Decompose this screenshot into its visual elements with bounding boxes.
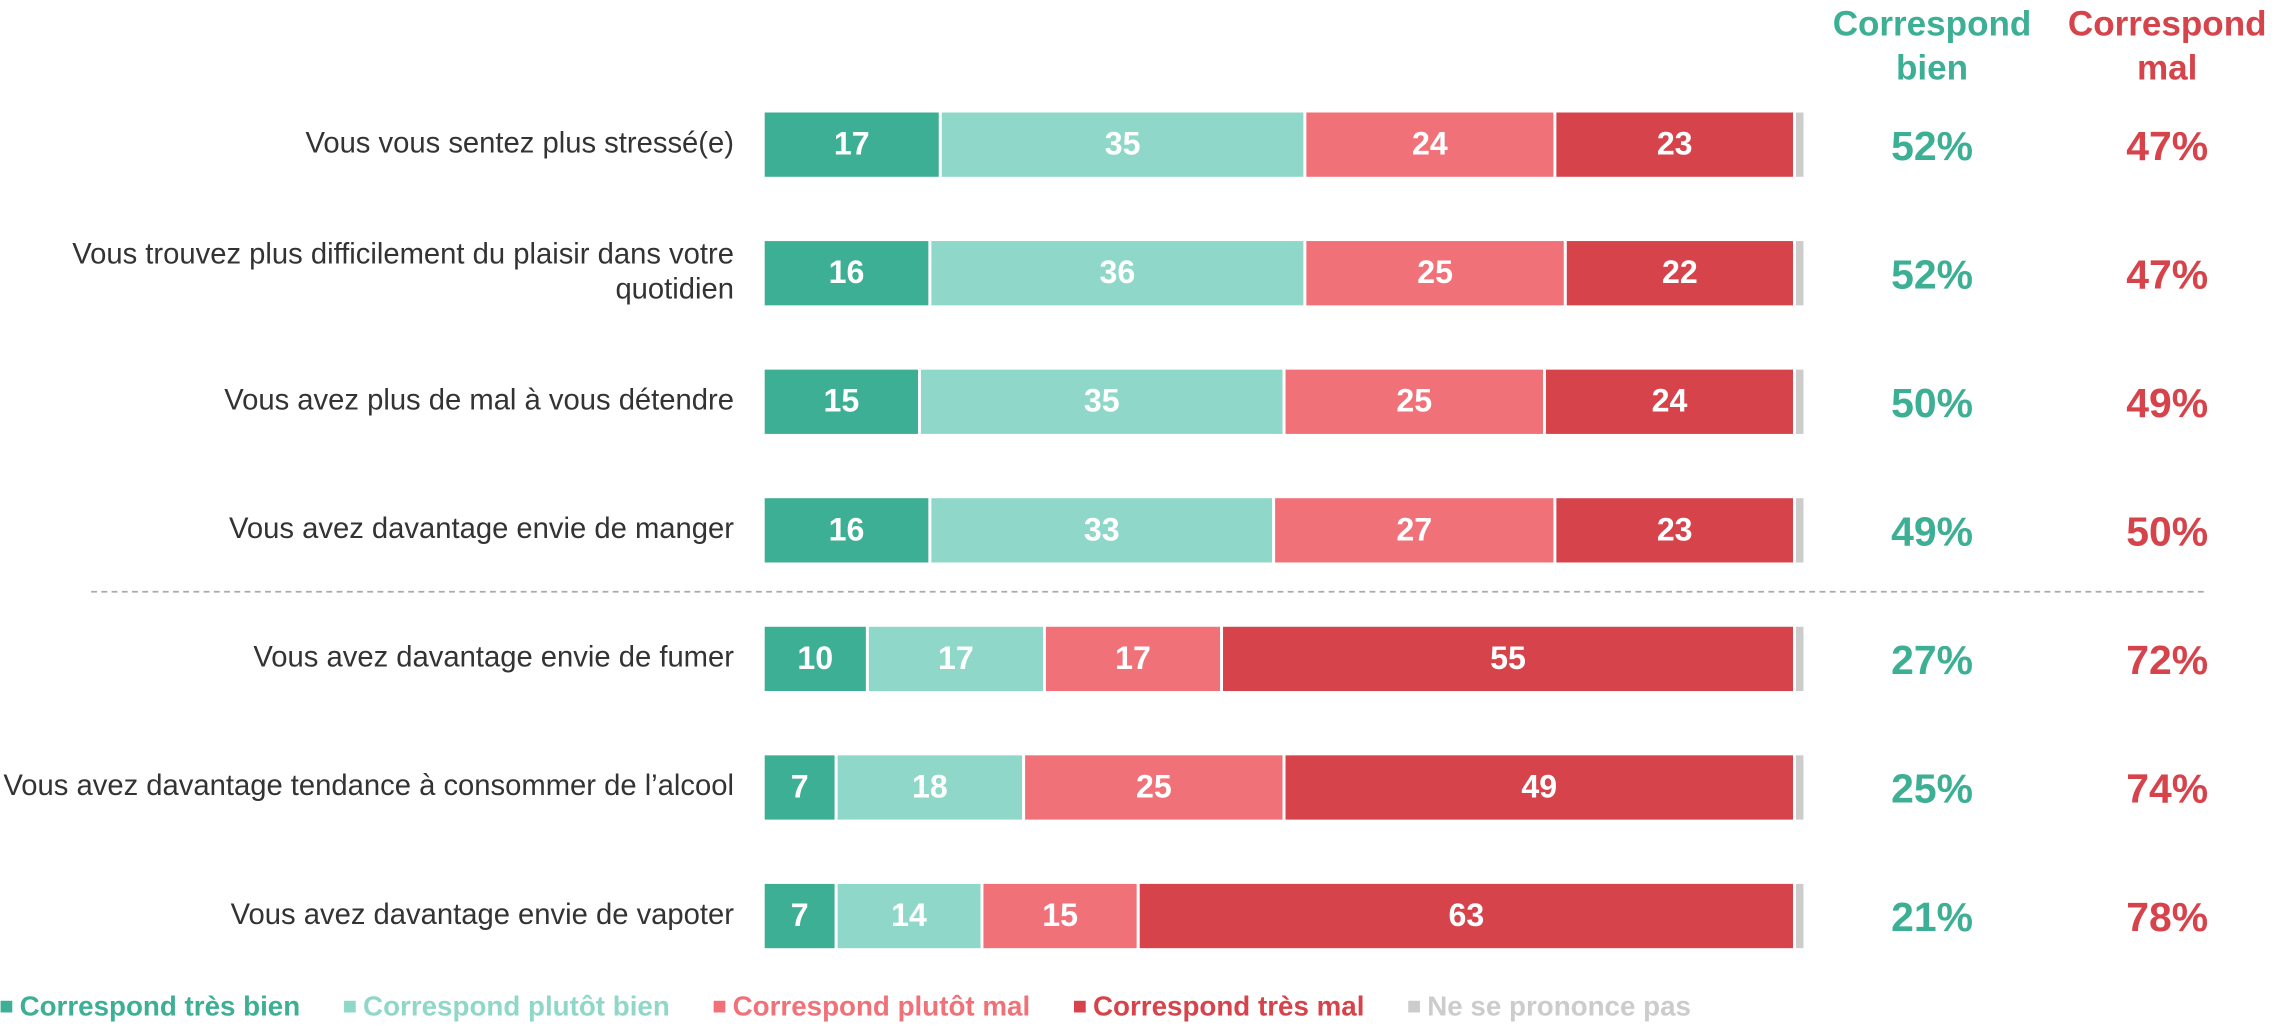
bar-segment <box>761 752 838 823</box>
bar-segment <box>1043 623 1224 694</box>
total-value: 47% <box>2126 123 2208 169</box>
value-label: 22 <box>1662 254 1698 290</box>
value-label: 16 <box>829 254 865 290</box>
value-label: 16 <box>829 511 865 547</box>
value-label: 15 <box>1042 897 1078 933</box>
total-value: 25% <box>1891 766 1973 812</box>
category-label: Vous avez davantage envie de vapoter <box>231 899 735 931</box>
bar-segment <box>1793 238 1807 309</box>
value-label: 7 <box>791 768 809 804</box>
bar-segment <box>1136 880 1796 952</box>
legend-label: Correspond plutôt mal <box>733 990 1031 1021</box>
total-header: bien <box>1896 48 1968 87</box>
total-value: 52% <box>1891 123 1973 169</box>
value-label: 23 <box>1657 126 1693 162</box>
legend-label: Correspond très mal <box>1093 990 1364 1021</box>
value-label: 33 <box>1084 511 1120 547</box>
value-label: 49 <box>1521 768 1557 804</box>
value-label: 35 <box>1105 126 1141 162</box>
bar-segment <box>1282 752 1796 823</box>
value-label: 25 <box>1396 383 1432 419</box>
bar-segment <box>1793 880 1807 952</box>
category-label: Vous avez davantage tendance à consommer… <box>3 770 734 802</box>
bar-segment <box>1022 752 1286 823</box>
total-value: 50% <box>2126 509 2208 555</box>
value-label: 18 <box>912 768 948 804</box>
legend-swatch <box>1074 1000 1086 1013</box>
legend-label: Ne se prononce pas <box>1427 990 1691 1021</box>
value-label: 55 <box>1490 640 1526 676</box>
legend-swatch <box>1408 1000 1420 1013</box>
bar-segment <box>1282 366 1546 437</box>
value-label: 15 <box>823 383 859 419</box>
legend-swatch <box>344 1000 356 1013</box>
bar-segment <box>918 366 1286 437</box>
value-label: 7 <box>791 897 809 933</box>
category-line: quotidien <box>615 273 734 305</box>
total-value: 21% <box>1891 894 1973 940</box>
total-value: 47% <box>2126 251 2208 297</box>
total-header: Correspond <box>2068 5 2267 44</box>
bar-segment <box>834 880 984 952</box>
bar-segment <box>938 109 1307 180</box>
legend-label: Correspond plutôt bien <box>363 990 670 1021</box>
bar-segment <box>865 623 1046 694</box>
bar-segment <box>761 623 869 694</box>
total-value: 50% <box>1891 380 1973 426</box>
total-value: 78% <box>2126 894 2208 940</box>
category-label: Vous avez davantage envie de fumer <box>253 642 734 674</box>
value-label: 23 <box>1657 511 1693 547</box>
value-label: 24 <box>1652 383 1688 419</box>
total-header: Correspond <box>1833 5 2032 44</box>
value-label: 35 <box>1084 383 1120 419</box>
bar-segment <box>761 366 921 437</box>
bar-segment <box>761 495 932 566</box>
bar-segment <box>980 880 1140 952</box>
bar-segment <box>1793 495 1807 566</box>
value-label: 25 <box>1417 254 1453 290</box>
value-label: 25 <box>1136 768 1172 804</box>
bar-segment <box>1303 109 1557 180</box>
total-value: 49% <box>2126 380 2208 426</box>
legend-label: Correspond très bien <box>20 990 301 1021</box>
value-label: 17 <box>1115 640 1151 676</box>
bar-segment <box>1793 366 1807 437</box>
category-label: Vous avez plus de mal à vous détendre <box>224 384 734 416</box>
bar-segment <box>1793 752 1807 823</box>
bar-segment <box>1793 109 1807 180</box>
value-label: 63 <box>1448 897 1484 933</box>
value-label: 10 <box>797 640 833 676</box>
legend-swatch <box>0 1000 13 1013</box>
value-label: 27 <box>1396 511 1432 547</box>
category-label: Vous trouvez plus difficilement du plais… <box>72 238 734 305</box>
bar-segment <box>1553 495 1796 566</box>
total-value: 72% <box>2126 637 2208 683</box>
bar-segment <box>928 495 1276 566</box>
bar-segment <box>1793 623 1807 694</box>
category-label: Vous avez davantage envie de manger <box>229 513 734 545</box>
category-label: Vous vous sentez plus stressé(e) <box>305 127 734 159</box>
total-header: mal <box>2137 48 2197 87</box>
total-value: 52% <box>1891 251 1973 297</box>
value-label: 24 <box>1412 126 1448 162</box>
total-value: 49% <box>1891 509 1973 555</box>
category-line: Vous trouvez plus difficilement du plais… <box>72 238 734 270</box>
bar-segment <box>1272 495 1557 566</box>
total-value: 27% <box>1891 637 1973 683</box>
value-label: 17 <box>834 126 870 162</box>
value-label: 14 <box>891 897 927 933</box>
bar-segment <box>1220 623 1796 694</box>
value-label: 36 <box>1100 254 1136 290</box>
legend-swatch <box>713 1000 726 1013</box>
total-value: 74% <box>2126 766 2208 812</box>
value-label: 17 <box>938 640 974 676</box>
